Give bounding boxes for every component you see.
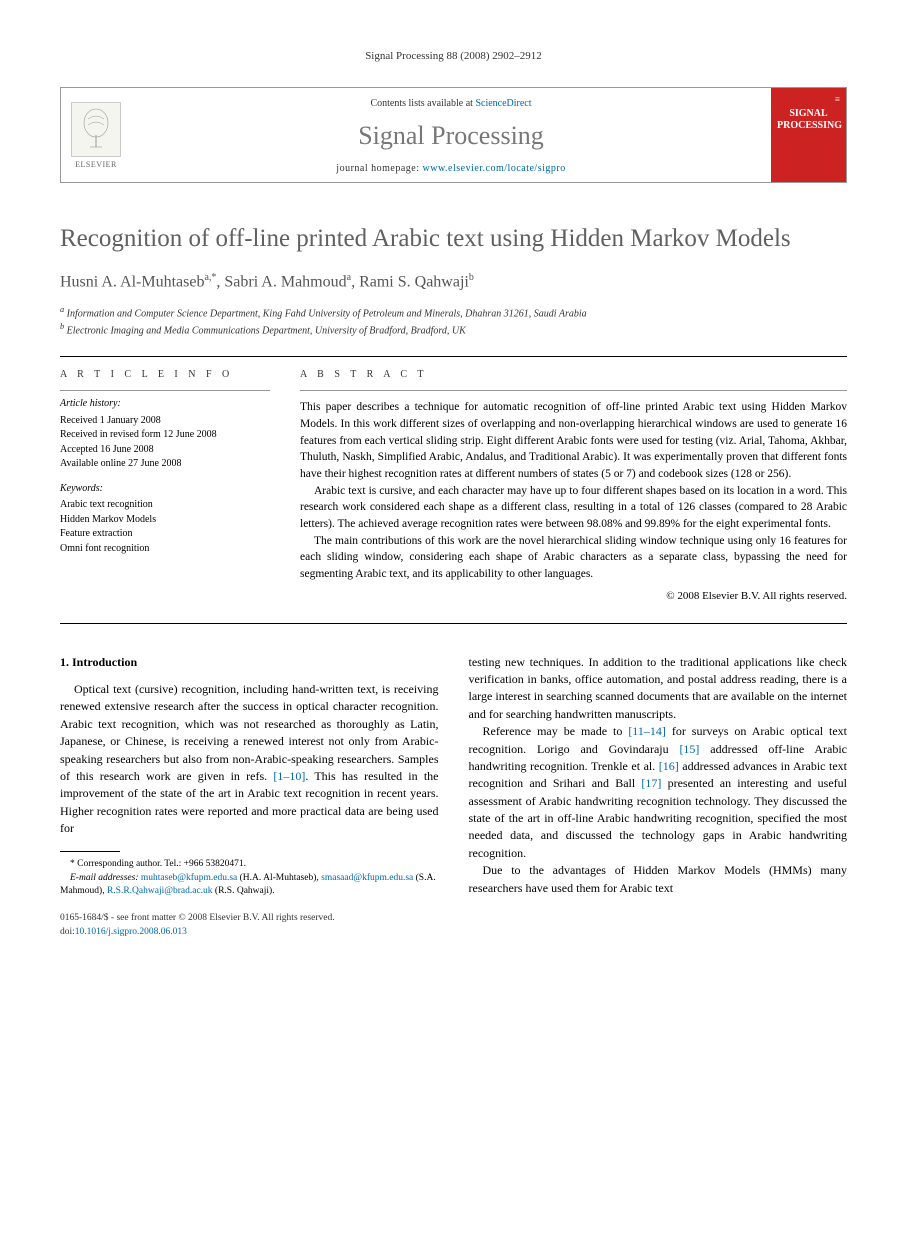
affiliations: a Information and Computer Science Depar… <box>60 304 847 339</box>
bottom-meta: 0165-1684/$ - see front matter © 2008 El… <box>60 912 439 939</box>
right-p2-a: Reference may be made to <box>483 724 629 738</box>
intro-p1: Optical text (cursive) recognition, incl… <box>60 681 439 838</box>
affil-b-text: Electronic Imaging and Media Communicati… <box>67 325 466 336</box>
intro-p1-a: Optical text (cursive) recognition, incl… <box>60 682 439 783</box>
ref-link-15[interactable]: [15] <box>679 742 699 756</box>
right-column: testing new techniques. In addition to t… <box>469 654 848 939</box>
keyword-4: Omni font recognition <box>60 542 270 557</box>
cover-top-mark: ≡ <box>777 94 840 104</box>
abstract-copyright: © 2008 Elsevier B.V. All rights reserved… <box>300 589 847 605</box>
keyword-1: Arabic text recognition <box>60 498 270 513</box>
ref-link-17[interactable]: [17] <box>641 776 661 790</box>
author-1: Husni A. Al-Muhtaseb <box>60 274 204 291</box>
author-3: Rami S. Qahwaji <box>359 274 469 291</box>
email-addresses-line: E-mail addresses: muhtaseb@kfupm.edu.sa … <box>60 872 439 899</box>
revised-date: Received in revised form 12 June 2008 <box>60 428 270 443</box>
body-two-columns: 1. Introduction Optical text (cursive) r… <box>60 654 847 939</box>
right-p2: Reference may be made to [11–14] for sur… <box>469 723 848 862</box>
email-1-who: (H.A. Al-Muhtaseb) <box>240 873 317 883</box>
keyword-3: Feature extraction <box>60 527 270 542</box>
email-2[interactable]: smasaad@kfupm.edu.sa <box>321 873 413 883</box>
page-container: Signal Processing 88 (2008) 2902–2912 EL… <box>0 0 907 979</box>
contents-available-line: Contents lists available at ScienceDirec… <box>141 98 761 109</box>
journal-center: Contents lists available at ScienceDirec… <box>131 88 771 182</box>
contents-prefix: Contents lists available at <box>370 98 475 109</box>
doi-line: doi:10.1016/j.sigpro.2008.06.013 <box>60 926 439 939</box>
elsevier-tree-icon <box>71 102 121 157</box>
affil-a-text: Information and Computer Science Departm… <box>67 308 587 319</box>
email-1[interactable]: muhtaseb@kfupm.edu.sa <box>141 873 237 883</box>
article-info-column: A R T I C L E I N F O Article history: R… <box>60 369 270 604</box>
ref-link-11-14[interactable]: [11–14] <box>628 724 666 738</box>
article-history-block: Article history: Received 1 January 2008… <box>60 390 270 472</box>
email-3[interactable]: R.S.R.Qahwaji@brad.ac.uk <box>107 886 213 896</box>
author-3-affil: b <box>469 272 474 283</box>
journal-homepage-link[interactable]: www.elsevier.com/locate/sigpro <box>423 163 566 174</box>
affiliation-a: a Information and Computer Science Depar… <box>60 304 847 321</box>
issn-copyright-line: 0165-1684/$ - see front matter © 2008 El… <box>60 912 439 925</box>
homepage-prefix: journal homepage: <box>336 163 422 174</box>
sciencedirect-link[interactable]: ScienceDirect <box>475 98 531 109</box>
abstract-p3: The main contributions of this work are … <box>300 533 847 583</box>
article-info-heading: A R T I C L E I N F O <box>60 369 270 380</box>
footnotes: * Corresponding author. Tel.: +966 53820… <box>60 858 439 898</box>
info-abstract-row: A R T I C L E I N F O Article history: R… <box>60 369 847 604</box>
corresponding-author-note: * Corresponding author. Tel.: +966 53820… <box>60 858 439 871</box>
right-p1: testing new techniques. In addition to t… <box>469 654 848 724</box>
running-head: Signal Processing 88 (2008) 2902–2912 <box>60 50 847 62</box>
footnote-separator <box>60 851 120 852</box>
article-title: Recognition of off-line printed Arabic t… <box>60 223 847 254</box>
left-column: 1. Introduction Optical text (cursive) r… <box>60 654 439 939</box>
publisher-name: ELSEVIER <box>75 160 117 169</box>
author-2: Sabri A. Mahmoud <box>224 274 346 291</box>
section-1-heading: 1. Introduction <box>60 654 439 671</box>
mid-divider <box>60 623 847 624</box>
ref-link-16[interactable]: [16] <box>659 759 679 773</box>
keywords-label: Keywords: <box>60 482 270 497</box>
affil-a-sup: a <box>60 305 64 314</box>
history-label: Article history: <box>60 397 270 412</box>
abstract-heading: A B S T R A C T <box>300 369 847 380</box>
authors-line: Husni A. Al-Muhtaseba,*, Sabri A. Mahmou… <box>60 272 847 291</box>
journal-cover-thumbnail: ≡ SIGNAL PROCESSING <box>771 88 846 182</box>
abstract-p1: This paper describes a technique for aut… <box>300 399 847 482</box>
right-p3: Due to the advantages of Hidden Markov M… <box>469 862 848 897</box>
received-date: Received 1 January 2008 <box>60 414 270 429</box>
cover-title: SIGNAL PROCESSING <box>777 108 840 132</box>
author-2-affil: a <box>347 272 351 283</box>
email-3-who: (R.S. Qahwaji) <box>215 886 272 896</box>
abstract-p2: Arabic text is cursive, and each charact… <box>300 483 847 533</box>
affiliation-b: b Electronic Imaging and Media Communica… <box>60 321 847 338</box>
ref-link-1-10[interactable]: [1–10] <box>273 769 305 783</box>
author-1-affil: a,* <box>204 272 216 283</box>
online-date: Available online 27 June 2008 <box>60 457 270 472</box>
journal-header-box: ELSEVIER Contents lists available at Sci… <box>60 87 847 183</box>
accepted-date: Accepted 16 June 2008 <box>60 443 270 458</box>
doi-label: doi: <box>60 927 75 937</box>
abstract-column: A B S T R A C T This paper describes a t… <box>300 369 847 604</box>
keyword-2: Hidden Markov Models <box>60 513 270 528</box>
publisher-logo-block: ELSEVIER <box>61 88 131 182</box>
keywords-block: Keywords: Arabic text recognition Hidden… <box>60 482 270 557</box>
email-label: E-mail addresses: <box>70 873 139 883</box>
journal-homepage-line: journal homepage: www.elsevier.com/locat… <box>141 163 761 174</box>
affil-b-sup: b <box>60 322 64 331</box>
doi-link[interactable]: 10.1016/j.sigpro.2008.06.013 <box>75 927 187 937</box>
journal-title: Signal Processing <box>141 121 761 151</box>
top-divider <box>60 356 847 357</box>
abstract-body: This paper describes a technique for aut… <box>300 390 847 604</box>
